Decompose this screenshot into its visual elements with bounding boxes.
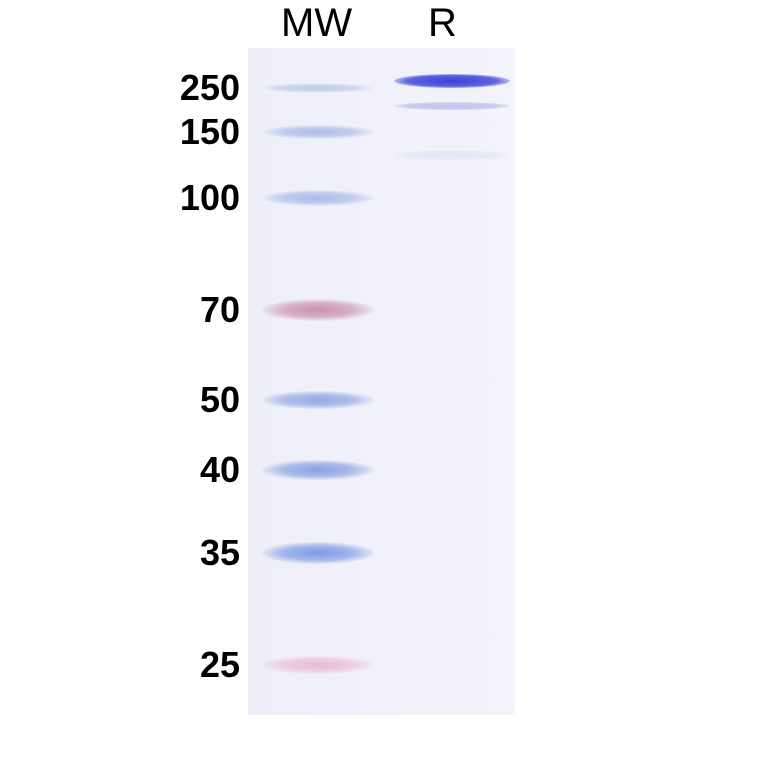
marker-band-40: [262, 460, 374, 480]
marker-band-70: [262, 299, 374, 321]
mw-label-25: 25: [199, 644, 240, 685]
marker-band-250: [262, 83, 374, 93]
sample-band: [394, 150, 510, 160]
mw-label-250: 250: [179, 67, 240, 108]
marker-band-35: [262, 542, 374, 564]
mw-label-35: 35: [199, 532, 240, 573]
mw-label-40: 40: [199, 449, 240, 490]
marker-band-150: [262, 125, 374, 139]
gel: [248, 48, 515, 715]
mw-label-150: 150: [179, 111, 240, 152]
mw-label-50: 50: [199, 379, 240, 420]
sample-band: [394, 102, 510, 110]
lane-label-r: R: [428, 1, 457, 45]
mw-label-70: 70: [199, 289, 240, 330]
lane-label-mw: MW: [281, 1, 353, 45]
sample-band: [394, 74, 510, 88]
marker-band-25: [262, 656, 374, 674]
marker-band-100: [262, 190, 374, 206]
mw-label-100: 100: [179, 177, 240, 218]
marker-band-50: [262, 391, 374, 409]
